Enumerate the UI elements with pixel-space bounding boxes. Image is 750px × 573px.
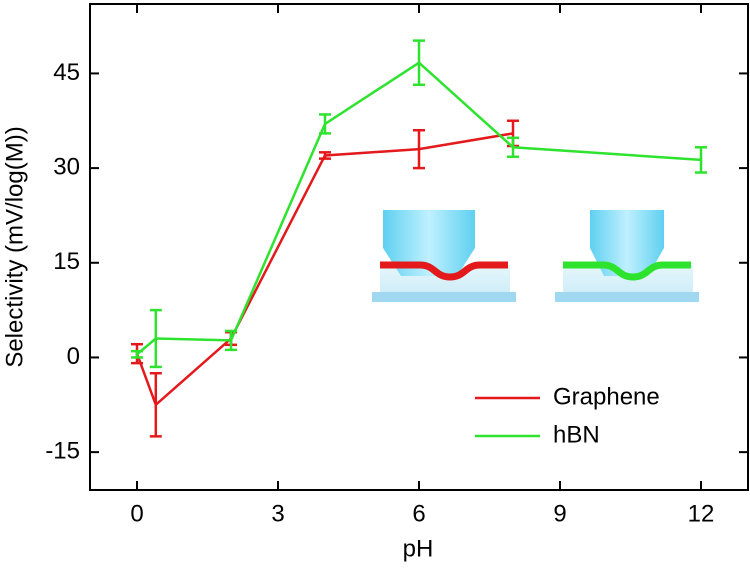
- y-tick-label: 15: [53, 248, 80, 275]
- error-bar: [319, 151, 331, 160]
- error-bar: [695, 146, 707, 174]
- y-tick-label: -15: [45, 437, 80, 464]
- error-bar: [319, 113, 331, 135]
- series-line: [135, 132, 514, 407]
- x-tick-label: 0: [130, 500, 143, 527]
- series-line: [136, 61, 702, 356]
- error-bar: [149, 308, 162, 369]
- inset-hbn: [555, 210, 699, 302]
- x-tick-label: 9: [553, 500, 566, 527]
- error-bar: [507, 136, 519, 158]
- error-bar: [225, 329, 237, 352]
- y-axis-label: Selectivity (mV/log(M)): [1, 126, 28, 367]
- error-bar: [149, 371, 162, 438]
- x-axis-label: pH: [403, 535, 434, 562]
- error-bar: [413, 39, 425, 87]
- legend-label: Graphene: [553, 383, 660, 410]
- inset-graphene: [372, 210, 516, 302]
- error-bar: [413, 128, 425, 170]
- y-tick-label: 45: [53, 59, 80, 86]
- legend-label: hBN: [553, 421, 600, 448]
- y-tick-label: 0: [67, 343, 80, 370]
- x-tick-label: 3: [271, 500, 284, 527]
- y-tick-label: 30: [53, 153, 80, 180]
- x-tick-label: 6: [412, 500, 425, 527]
- error-bar: [131, 349, 143, 359]
- x-tick-label: 12: [688, 500, 715, 527]
